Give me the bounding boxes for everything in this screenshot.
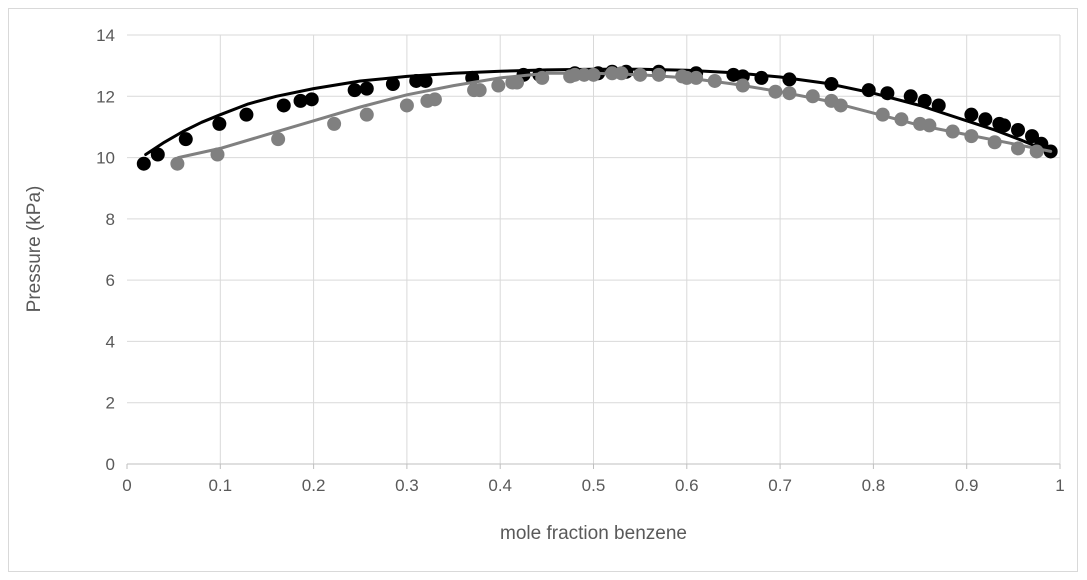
- data-point: [922, 118, 937, 133]
- x-tick-label: 0.8: [862, 476, 886, 495]
- data-point: [385, 77, 400, 92]
- data-point: [964, 129, 979, 144]
- data-series: [136, 64, 1058, 171]
- x-tick-label: 0.7: [768, 476, 792, 495]
- data-point: [633, 67, 648, 82]
- data-point: [472, 83, 487, 98]
- data-point: [1029, 144, 1044, 159]
- x-tick-label: 0.1: [208, 476, 232, 495]
- gridlines: [127, 34, 1061, 464]
- data-point: [997, 118, 1012, 133]
- data-point: [1025, 129, 1040, 144]
- data-point: [945, 124, 960, 139]
- data-point: [833, 98, 848, 113]
- data-point: [178, 132, 193, 147]
- data-point: [399, 98, 414, 113]
- y-tick-label: 2: [106, 394, 115, 413]
- data-point: [754, 70, 769, 85]
- data-point: [170, 156, 185, 171]
- data-point: [614, 66, 629, 81]
- data-point: [586, 67, 601, 82]
- data-point: [418, 73, 433, 88]
- data-point: [894, 112, 909, 127]
- x-axis-title: mole fraction benzene: [500, 523, 687, 544]
- y-tick-label: 10: [96, 149, 115, 168]
- data-point: [651, 67, 666, 82]
- x-tick-label: 0.4: [488, 476, 512, 495]
- data-point: [347, 83, 362, 98]
- data-point: [210, 147, 225, 162]
- x-tick-label: 0.2: [302, 476, 326, 495]
- data-point: [359, 81, 374, 96]
- data-point: [735, 78, 750, 93]
- data-point: [1011, 141, 1026, 156]
- y-tick-label: 0: [106, 455, 115, 474]
- data-point: [782, 86, 797, 101]
- y-tick-label: 12: [96, 87, 115, 106]
- gray-series: [170, 66, 1053, 171]
- axes: [126, 463, 1061, 469]
- data-point: [875, 107, 890, 122]
- data-point: [509, 75, 524, 90]
- data-point: [805, 89, 820, 104]
- data-point: [359, 107, 374, 122]
- data-point: [707, 73, 722, 88]
- data-point: [150, 147, 165, 162]
- x-tick-label: 0.3: [395, 476, 419, 495]
- data-point: [136, 156, 151, 171]
- data-point: [903, 89, 918, 104]
- data-point: [768, 84, 783, 99]
- data-point: [689, 70, 704, 85]
- data-point: [931, 98, 946, 113]
- data-point: [964, 107, 979, 122]
- data-point: [978, 112, 993, 127]
- data-point: [861, 83, 876, 98]
- series-line: [176, 71, 1053, 160]
- data-point: [880, 86, 895, 101]
- data-point: [1011, 122, 1026, 137]
- data-point: [271, 132, 286, 147]
- data-point: [427, 92, 442, 107]
- data-point: [276, 98, 291, 113]
- data-point: [917, 93, 932, 108]
- data-point: [491, 78, 506, 93]
- y-tick-label: 14: [96, 26, 115, 45]
- x-tick-label: 0: [122, 476, 131, 495]
- data-point: [304, 92, 319, 107]
- x-tick-label: 0.9: [955, 476, 979, 495]
- y-tick-label: 8: [106, 210, 115, 229]
- data-point: [212, 116, 227, 131]
- x-tick-label: 1: [1055, 476, 1064, 495]
- data-point: [782, 72, 797, 87]
- data-point: [535, 70, 550, 85]
- data-point: [239, 107, 254, 122]
- x-tick-label: 0.5: [582, 476, 606, 495]
- chart-area: [8, 8, 1078, 572]
- data-point: [824, 77, 839, 92]
- data-point: [327, 116, 342, 131]
- y-axis-title: Pressure (kPa): [24, 186, 45, 313]
- y-tick-label: 4: [106, 332, 115, 351]
- y-tick-label: 6: [106, 271, 115, 290]
- data-point: [987, 135, 1002, 150]
- data-point: [293, 93, 308, 108]
- x-tick-label: 0.6: [675, 476, 699, 495]
